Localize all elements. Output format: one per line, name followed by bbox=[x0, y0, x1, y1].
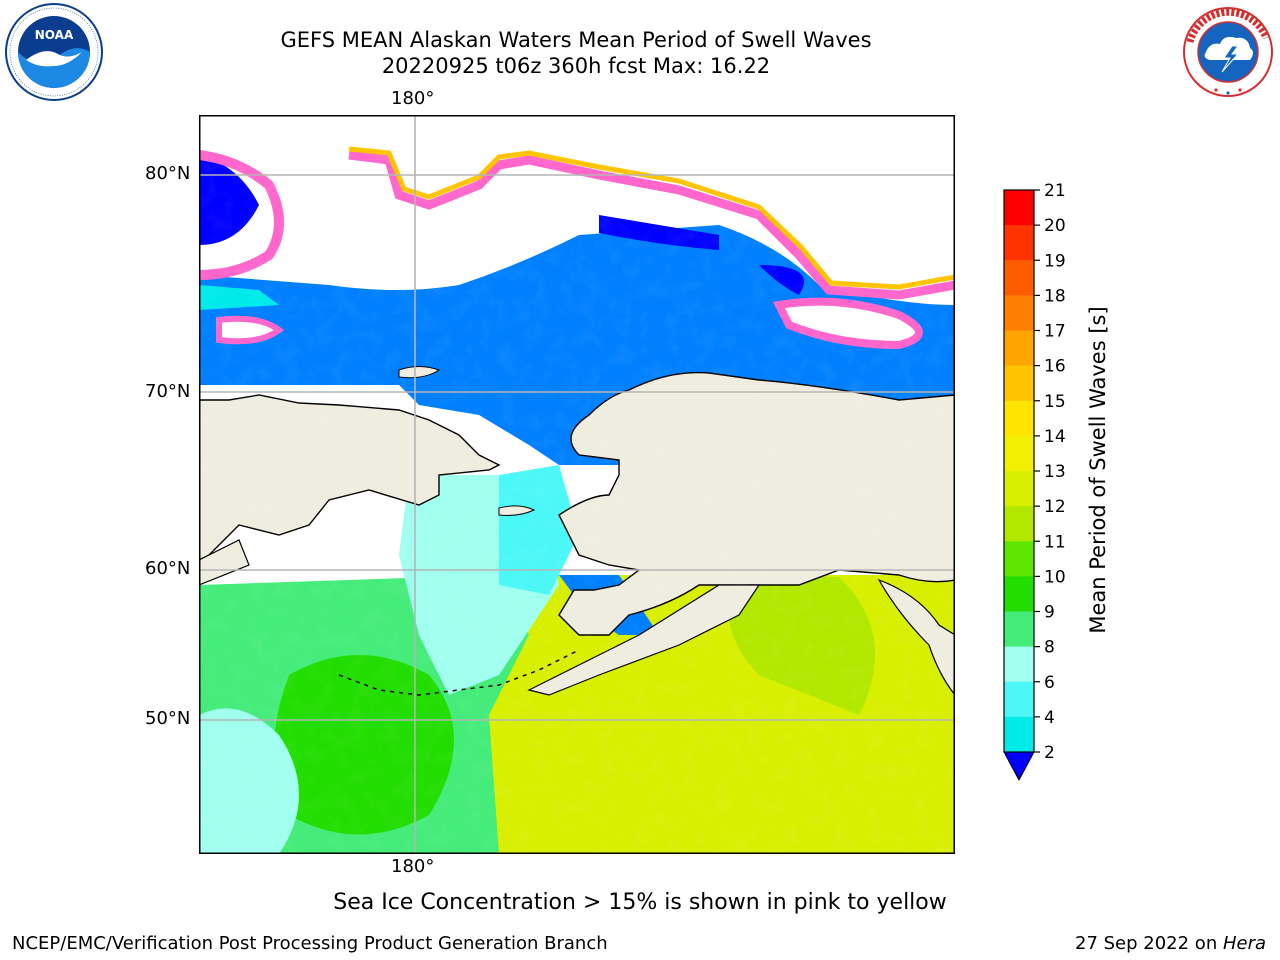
colorbar-tick-label: 18 bbox=[1044, 286, 1066, 306]
lat-label-80: 80°N bbox=[145, 163, 191, 184]
colorbar-tick-label: 2 bbox=[1044, 743, 1055, 763]
colorbar-segment bbox=[1004, 576, 1034, 612]
colorbar-segment bbox=[1004, 611, 1034, 648]
chart-title: GEFS MEAN Alaskan Waters Mean Period of … bbox=[280, 28, 872, 52]
colorbar-label: Mean Period of Swell Waves [s] bbox=[1086, 306, 1110, 634]
colorbar-segment bbox=[1004, 716, 1034, 753]
colorbar-segment bbox=[1004, 260, 1034, 296]
colorbar-tick-label: 6 bbox=[1044, 673, 1055, 693]
colorbar-segment bbox=[1004, 295, 1034, 331]
footer-machine: Hera bbox=[1222, 933, 1266, 954]
caption: Sea Ice Concentration > 15% is shown in … bbox=[333, 890, 947, 915]
colorbar-tick-label: 16 bbox=[1044, 357, 1066, 377]
colorbar-tick-label: 20 bbox=[1044, 216, 1066, 236]
lat-label-50: 50°N bbox=[145, 708, 191, 729]
swell-period-map bbox=[199, 115, 955, 854]
lat-label-60: 60°N bbox=[145, 558, 191, 579]
colorbar-under-triangle bbox=[1003, 751, 1035, 782]
lon-label-top: 180° bbox=[391, 88, 435, 109]
colorbar-segment bbox=[1004, 330, 1034, 367]
colorbar: 21 20 19 18 17 16 15 14 13 12 11 10 9 8 6 4 2 bbox=[1003, 181, 1066, 782]
colorbar-segment bbox=[1004, 400, 1034, 437]
colorbar-tick-label: 14 bbox=[1044, 427, 1066, 447]
colorbar-segment bbox=[1004, 225, 1034, 261]
graticule bbox=[199, 115, 955, 854]
colorbar-segment bbox=[1004, 541, 1034, 577]
colorbar-tick-label: 13 bbox=[1044, 462, 1066, 482]
colorbar-segment bbox=[1004, 471, 1034, 507]
lat-label-70: 70°N bbox=[145, 381, 191, 402]
svg-text:NOAA: NOAA bbox=[35, 28, 74, 42]
colorbar-segment bbox=[1004, 681, 1034, 718]
colorbar-tick-label: 4 bbox=[1044, 708, 1055, 728]
colorbar-segment bbox=[1004, 646, 1034, 683]
colorbar-tick-label: 9 bbox=[1044, 603, 1055, 623]
colorbar-tick-label: 8 bbox=[1044, 638, 1055, 658]
colorbar-tick-label: 21 bbox=[1044, 181, 1066, 201]
noaa-logo: NOAA bbox=[5, 3, 103, 101]
colorbar-tick-label: 10 bbox=[1044, 567, 1066, 587]
colorbar-tick-label: 15 bbox=[1044, 392, 1066, 412]
footer-date-text: 27 Sep 2022 on bbox=[1075, 933, 1223, 954]
colorbar-segment bbox=[1004, 365, 1034, 402]
footer-branch: NCEP/EMC/Verification Post Processing Pr… bbox=[12, 933, 608, 954]
colorbar-tick-label: 17 bbox=[1044, 322, 1066, 342]
chart-subtitle: 20220925 t06z 360h fcst Max: 16.22 bbox=[381, 54, 771, 78]
footer-date: 27 Sep 2022 on Hera bbox=[1075, 933, 1266, 954]
map-border bbox=[199, 115, 955, 854]
lon-label-bottom: 180° bbox=[391, 856, 435, 877]
colorbar-tick-label: 19 bbox=[1044, 251, 1066, 271]
colorbar-tick-label: 11 bbox=[1044, 532, 1066, 552]
nws-logo bbox=[1183, 7, 1273, 97]
colorbar-tick-label: 12 bbox=[1044, 497, 1066, 517]
colorbar-segment bbox=[1004, 506, 1034, 542]
colorbar-segment bbox=[1004, 435, 1034, 472]
colorbar-segment bbox=[1004, 190, 1034, 226]
